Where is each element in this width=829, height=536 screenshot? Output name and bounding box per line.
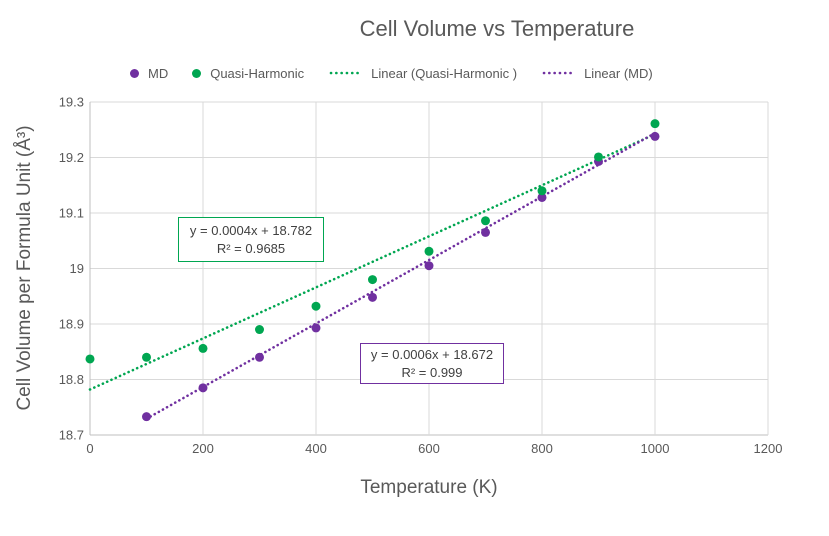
quasi-harmonic-point bbox=[255, 325, 264, 335]
legend-label: Quasi-Harmonic bbox=[210, 65, 305, 81]
legend-item-linear-md[interactable]: Linear (MD) bbox=[541, 66, 653, 81]
md-point bbox=[481, 227, 490, 237]
quasi-harmonic-point bbox=[311, 301, 321, 311]
quasi-harmonic-point bbox=[650, 119, 660, 129]
trendline-linear-md bbox=[145, 131, 657, 421]
x-tick-label: 800 bbox=[531, 441, 553, 456]
legend-label: Linear (MD) bbox=[584, 65, 653, 81]
legend-item-md[interactable]: MD bbox=[130, 66, 168, 81]
md-point bbox=[142, 412, 151, 422]
x-tick-label: 400 bbox=[305, 441, 327, 456]
legend-marker-icon bbox=[192, 68, 202, 78]
md-point bbox=[537, 192, 547, 202]
y-tick-label: 19 bbox=[70, 261, 84, 276]
annotation-line: y = 0.0004x + 18.782 bbox=[189, 222, 313, 238]
legend-item-quasi-harmonic[interactable]: Quasi-Harmonic bbox=[192, 66, 304, 81]
legend-marker-icon bbox=[130, 68, 139, 78]
quasi-harmonic-point bbox=[594, 152, 603, 162]
legend-dotted-line-icon bbox=[329, 71, 362, 75]
md-point bbox=[424, 261, 434, 271]
legend-item-linear-quasi-harmonic[interactable]: Linear (Quasi-Harmonic ) bbox=[328, 66, 517, 81]
legend-label: Linear (Quasi-Harmonic ) bbox=[371, 65, 518, 81]
x-tick-label: 600 bbox=[418, 441, 440, 456]
quasi-harmonic-point bbox=[198, 343, 208, 353]
trendline-label-md[interactable]: y = 0.0006x + 18.672 R² = 0.999 bbox=[360, 343, 504, 384]
chart-title: Cell Volume vs Temperature bbox=[359, 16, 635, 41]
legend-dotted-line-icon bbox=[542, 71, 575, 75]
x-tick-label: 1200 bbox=[754, 441, 783, 456]
annotation-line: R² = 0.999 bbox=[401, 364, 463, 380]
md-point bbox=[311, 323, 321, 333]
y-axis-title: Cell Volume per Formula Unit (Å³) bbox=[14, 125, 35, 410]
md-point bbox=[255, 352, 264, 362]
y-tick-label: 19.1 bbox=[59, 206, 84, 221]
y-tick-label: 18.9 bbox=[59, 317, 84, 332]
y-tick-label: 18.7 bbox=[59, 428, 84, 443]
x-axis-ticks: 0 200 400 600 800 1000 1200 bbox=[86, 441, 782, 456]
md-point bbox=[368, 292, 377, 302]
legend: MD Quasi-Harmonic Linear (Quasi-Harmonic )… bbox=[130, 63, 653, 83]
x-tick-label: 1000 bbox=[641, 441, 670, 456]
quasi-harmonic-point bbox=[537, 186, 547, 196]
trendlines bbox=[88, 131, 657, 421]
x-axis-title: Temperature (K) bbox=[360, 477, 497, 498]
md-point bbox=[650, 131, 660, 141]
md-point bbox=[198, 383, 208, 393]
quasi-harmonic-point bbox=[424, 246, 434, 256]
annotation-line: R² = 0.9685 bbox=[216, 240, 286, 256]
y-axis-ticks: 18.7 18.8 18.9 19 19.1 19.2 19.3 bbox=[59, 95, 84, 443]
quasi-harmonic-point bbox=[142, 352, 151, 362]
y-tick-label: 19.2 bbox=[59, 150, 84, 165]
x-tick-label: 0 bbox=[86, 441, 93, 456]
quasi-harmonic-point bbox=[85, 354, 95, 364]
trendline-linear-quasi-harmonic bbox=[88, 132, 657, 391]
x-tick-label: 200 bbox=[192, 441, 214, 456]
data-points bbox=[85, 119, 660, 422]
legend-label: MD bbox=[148, 65, 169, 81]
quasi-harmonic-point bbox=[481, 216, 490, 226]
quasi-harmonic-point bbox=[368, 275, 377, 285]
y-tick-label: 18.8 bbox=[59, 372, 84, 387]
y-tick-label: 19.3 bbox=[59, 95, 84, 110]
annotation-line: y = 0.0006x + 18.672 bbox=[370, 346, 494, 362]
trendline-label-quasi-harmonic[interactable]: y = 0.0004x + 18.782 R² = 0.9685 bbox=[178, 217, 324, 262]
